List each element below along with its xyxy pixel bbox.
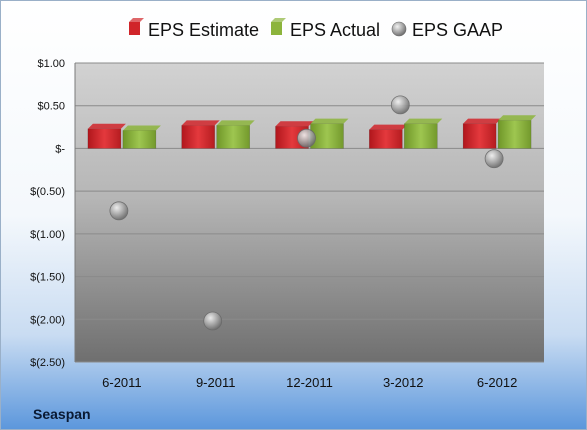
bar-top-estimate [87, 123, 126, 129]
x-tick-label: 6-2011 [102, 375, 142, 390]
bar-estimate [87, 128, 122, 149]
legend-label: EPS GAAP [412, 20, 503, 40]
bar-top-actual [216, 120, 255, 126]
legend-swatch-gaap [391, 21, 407, 37]
bar-top-actual [498, 115, 537, 121]
x-axis-ticks: 6-2011 9-2011 12-2011 3-2012 6-2012 [102, 375, 517, 390]
bar-top-estimate [369, 124, 408, 130]
y-tick-label: $- [55, 143, 65, 155]
legend-label: EPS Actual [290, 20, 380, 40]
bar-top-actual [404, 118, 443, 124]
legend-swatch-top [129, 18, 144, 22]
bar-actual [122, 130, 157, 149]
legend: EPS Estimate EPS Actual EPS GAAP [129, 18, 503, 40]
y-tick-label: $(1.50) [30, 272, 65, 284]
legend-swatch-face [129, 22, 140, 35]
y-tick-label: $(2.00) [30, 314, 65, 326]
bar-actual [497, 119, 532, 149]
bar-actual [404, 123, 438, 149]
x-tick-label: 12-2011 [286, 375, 333, 390]
bar-estimate [462, 123, 497, 149]
bar-actual [216, 125, 250, 149]
gaap-point [203, 311, 223, 331]
y-tick-label: $1.00 [37, 58, 65, 70]
legend-swatch-top [271, 18, 286, 22]
gaap-points [109, 95, 504, 331]
y-tick-label: $0.50 [37, 101, 65, 113]
bar-top-estimate [181, 120, 220, 126]
bar-estimate [369, 129, 403, 149]
y-tick-label: $(0.50) [30, 186, 65, 198]
bar-top-actual [122, 125, 161, 131]
gaap-point [484, 149, 504, 169]
bar-top-estimate [275, 121, 314, 127]
y-tick-label: $(1.00) [30, 229, 65, 241]
legend-swatch-face [271, 22, 282, 35]
company-name: Seaspan [33, 406, 91, 422]
legend-label: EPS Estimate [148, 20, 259, 40]
bar-estimate [181, 125, 215, 149]
bars [87, 115, 537, 149]
x-tick-label: 9-2011 [196, 375, 236, 390]
x-tick-label: 6-2012 [477, 375, 517, 390]
x-tick-label: 3-2012 [383, 375, 423, 390]
y-tick-label: $(2.50) [30, 357, 65, 369]
bar-top-estimate [463, 118, 502, 124]
legend-swatch-actual [271, 18, 286, 35]
gaap-point [109, 201, 129, 221]
y-axis-ticks: $1.00 $0.50 $- $(0.50) $(1.00) $(1.50) $(2.00)… [30, 58, 65, 369]
bar-top-actual [310, 118, 349, 124]
gaap-point [297, 128, 316, 148]
bar-actual [310, 123, 344, 149]
legend-swatch-estimate [129, 18, 144, 35]
plot-area [75, 63, 544, 362]
gaap-point [390, 95, 410, 115]
